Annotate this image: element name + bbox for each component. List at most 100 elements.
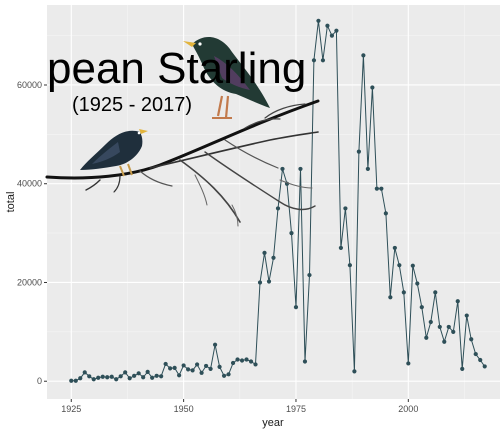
chart-subtitle: (1925 - 2017): [72, 94, 192, 116]
data-point: [177, 373, 182, 378]
data-point: [114, 377, 119, 382]
x-tick-label: 1925: [61, 404, 81, 414]
y-axis: 0 20000 40000 60000: [17, 80, 47, 386]
data-point: [383, 211, 388, 216]
data-point: [415, 281, 420, 286]
data-point: [239, 358, 245, 363]
data-point: [410, 263, 415, 268]
x-tick-label: 1975: [286, 404, 306, 414]
data-point: [105, 375, 110, 380]
data-point: [482, 364, 487, 369]
data-point: [141, 375, 146, 380]
data-point: [118, 374, 123, 379]
data-point: [419, 305, 424, 310]
data-point: [343, 206, 348, 211]
data-point: [428, 319, 433, 325]
data-point: [325, 23, 330, 28]
data-point: [320, 58, 326, 63]
data-point: [78, 376, 83, 381]
data-point: [446, 324, 451, 330]
data-point: [73, 378, 78, 383]
data-point: [199, 370, 204, 375]
data-point: [257, 280, 263, 285]
data-point: [109, 374, 114, 379]
data-point: [329, 33, 335, 38]
data-point: [289, 231, 294, 236]
data-point: [338, 245, 344, 251]
data-point: [221, 373, 227, 378]
tree-branch: [45, 99, 320, 227]
data-point: [370, 85, 375, 90]
data-point: [275, 206, 281, 211]
data-point: [159, 374, 164, 379]
data-point: [311, 58, 317, 63]
plot-panel: [47, 5, 500, 399]
data-point: [244, 357, 249, 362]
data-point: [392, 245, 397, 251]
data-point: [132, 373, 137, 378]
data-point: [478, 357, 483, 363]
data-point: [334, 28, 339, 33]
data-point: [401, 290, 406, 295]
data-point: [316, 18, 321, 23]
data-point: [123, 370, 128, 375]
data-point: [190, 368, 195, 373]
data-point: [442, 339, 447, 344]
data-point: [356, 149, 361, 154]
data-point: [451, 329, 456, 334]
data-point: [163, 361, 168, 367]
data-point: [82, 370, 87, 375]
data-point: [248, 359, 254, 364]
starling-large: [183, 37, 270, 119]
data-point: [100, 374, 105, 379]
series-layer: [69, 18, 487, 383]
data-point: [397, 263, 402, 268]
data-point: [455, 299, 460, 304]
data-point: [154, 373, 159, 378]
y-axis-title: total: [5, 192, 17, 213]
data-point: [460, 366, 465, 371]
data-point: [226, 372, 231, 377]
data-point: [298, 166, 303, 172]
data-point: [136, 371, 141, 376]
starling-illustration: [45, 37, 320, 227]
data-point: [280, 166, 285, 172]
data-point: [87, 374, 92, 379]
data-point: [473, 351, 478, 357]
y-tick-label: 20000: [17, 277, 42, 287]
grid-minor: [47, 5, 500, 399]
y-tick-label: 60000: [17, 80, 42, 90]
grid-major: [47, 5, 500, 399]
data-point: [464, 313, 469, 318]
data-point: [230, 360, 236, 366]
data-point: [127, 376, 132, 381]
data-point: [361, 53, 366, 58]
data-point: [433, 290, 438, 295]
data-point: [235, 357, 240, 362]
data-point: [203, 363, 209, 369]
data-point: [293, 305, 299, 310]
data-point: [266, 279, 272, 284]
data-point: [208, 366, 213, 371]
y-tick-label: 40000: [17, 179, 42, 189]
data-point: [388, 295, 393, 300]
data-point: [212, 342, 218, 347]
data-point: [150, 375, 155, 380]
data-point: [145, 369, 150, 374]
data-point: [365, 166, 370, 172]
data-point: [437, 324, 442, 330]
data-point: [172, 365, 177, 370]
data-point: [302, 359, 308, 364]
data-point: [253, 362, 258, 367]
data-point: [262, 250, 267, 255]
data-point: [379, 186, 384, 191]
data-point: [69, 378, 74, 383]
data-point: [352, 369, 357, 374]
data-point: [195, 362, 200, 367]
data-point: [271, 255, 276, 260]
data-point: [424, 335, 429, 340]
data-point: [374, 186, 379, 191]
starling-small: [80, 129, 148, 177]
data-point: [307, 272, 312, 278]
